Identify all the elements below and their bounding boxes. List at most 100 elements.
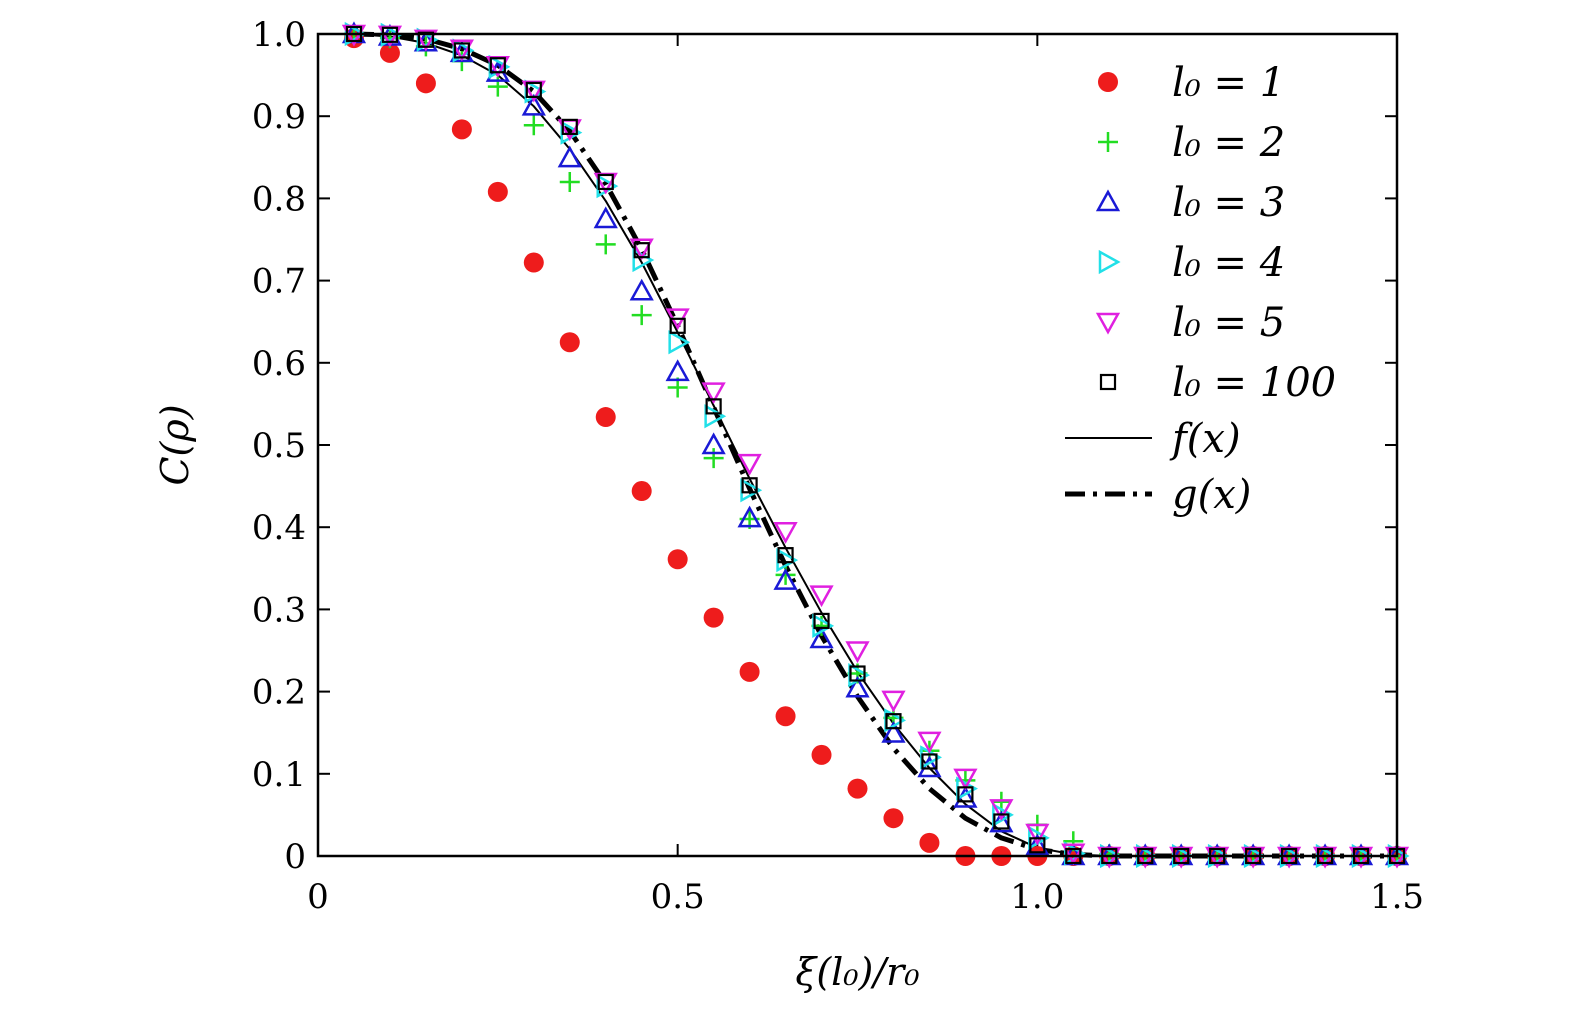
data-point [993,813,1010,830]
data-point [597,173,614,191]
legend-label: l₀ = 1 [1172,60,1285,106]
data-point [559,171,580,192]
data-point [595,234,616,255]
data-point [453,42,470,59]
y-tick-label: 0.7 [252,262,306,302]
data-point [773,522,798,544]
legend-label: l₀ = 4 [1172,240,1285,286]
legend-marker [1095,189,1121,212]
data-point [773,568,798,590]
data-point [811,744,832,765]
data-point [775,706,796,727]
legend-marker [1098,72,1118,92]
data-point [739,661,760,682]
data-point [559,332,580,353]
y-tick-label: 0.6 [252,344,306,384]
data-point [557,145,582,168]
data-point [633,242,650,259]
data-point [668,330,691,355]
data-point [667,549,688,570]
data-point [737,505,762,528]
data-point [703,607,724,628]
y-tick-label: 1.0 [252,15,306,55]
y-tick-label: 0.9 [252,97,306,137]
data-point [629,278,654,301]
data-point [883,808,904,829]
data-point [845,675,870,698]
data-point [953,768,978,791]
data-point [921,753,938,770]
legend-marker [1098,249,1121,275]
data-point [595,407,616,428]
x-tick-label: 0.5 [651,877,705,917]
data-point [631,481,652,502]
legend-label: l₀ = 2 [1172,120,1285,166]
data-point [669,317,686,334]
data-point [489,57,506,74]
y-tick-label: 0.3 [252,590,306,630]
y-tick-label: 0 [284,837,306,877]
data-point [845,641,870,664]
data-point [449,39,474,62]
data-point [737,453,762,476]
data-point [701,382,726,405]
data-point [629,238,654,261]
data-point [809,585,834,608]
data-point [1025,823,1050,846]
data-point [703,448,724,469]
data-point [809,626,834,649]
data-point [415,73,436,94]
data-point [523,252,544,273]
data-point [561,118,578,135]
legend-label: l₀ = 3 [1172,180,1285,226]
x-tick-label: 0 [307,877,329,917]
y-tick-label: 0.1 [252,755,306,795]
data-point [704,404,727,429]
data-point [741,477,758,494]
y-tick-label: 0.5 [252,426,306,466]
legend-label: f(x) [1169,416,1241,462]
y-tick-label: 0.2 [252,673,306,713]
data-point [917,731,942,754]
legend-marker [1099,373,1117,391]
data-point [957,786,974,803]
legend-label: g(x) [1172,472,1251,518]
y-tick-label: 0.8 [252,179,306,219]
x-tick-label: 1.0 [1010,877,1064,917]
data-point [487,181,508,202]
data-point [665,359,690,382]
data-point [451,119,472,140]
plot-frame [316,32,1399,858]
x-tick-label: 1.5 [1370,877,1424,917]
data-point [523,115,544,136]
data-point [777,547,794,564]
data-point [525,81,542,98]
data-point [705,398,722,415]
legend: l₀ = 1 l₀ = 2 l₀ = 3 l₀ = 4 l₀ = 5 l₀ = 100 f(… [1065,60,1336,518]
data-point [593,206,618,229]
data-point [631,305,652,326]
legend-marker [1098,132,1118,152]
legend-marker [1095,312,1121,335]
data-point [413,29,439,52]
legend-label: l₀ = 100 [1172,360,1336,406]
data-point [885,713,902,730]
x-axis-label: ξ(l₀)/r₀ [795,950,919,994]
data-point [881,690,906,713]
data-point [379,42,400,63]
data-point [813,612,830,630]
data-point [521,93,546,116]
data-point [1029,837,1046,854]
y-tick-label: 0.4 [252,508,306,548]
data-point [919,832,940,853]
data-point [849,665,866,682]
data-point [989,799,1014,821]
data-point [701,432,726,455]
data-point [1061,843,1086,866]
data-point [847,778,868,799]
legend-label: l₀ = 5 [1172,300,1285,346]
tick-labels: 0 0.1 0.2 0.3 0.4 0.5 0.6 0.7 0.8 0.9 1.0 0 0.5 1.0 1.… [252,15,1424,917]
data-point [881,720,906,743]
y-axis-label: C(ρ) [153,404,197,485]
